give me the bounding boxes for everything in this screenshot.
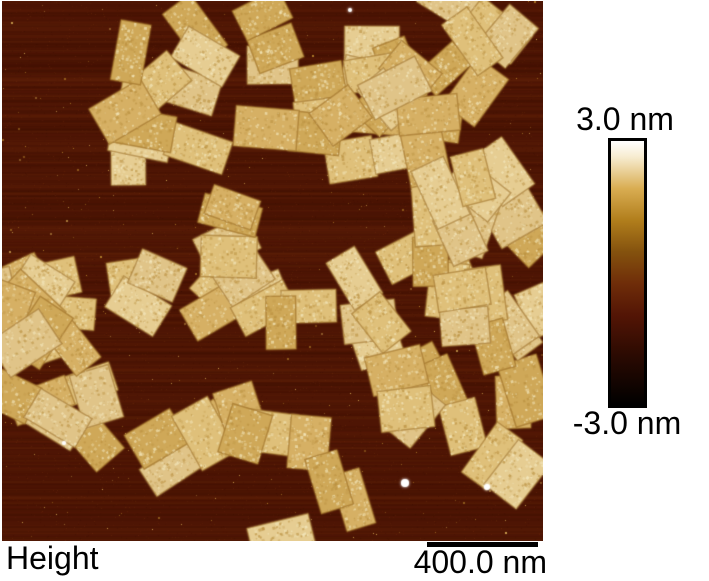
- colorbar-min-label: -3.0 nm: [572, 405, 682, 441]
- scale-bar-label: 400.0 nm: [413, 544, 547, 580]
- afm-height-image: [2, 1, 543, 541]
- channel-label: Height: [6, 540, 99, 576]
- scale-bar: [427, 542, 538, 547]
- colorbar: [608, 138, 647, 408]
- colorbar-max-label: 3.0 nm: [576, 101, 674, 137]
